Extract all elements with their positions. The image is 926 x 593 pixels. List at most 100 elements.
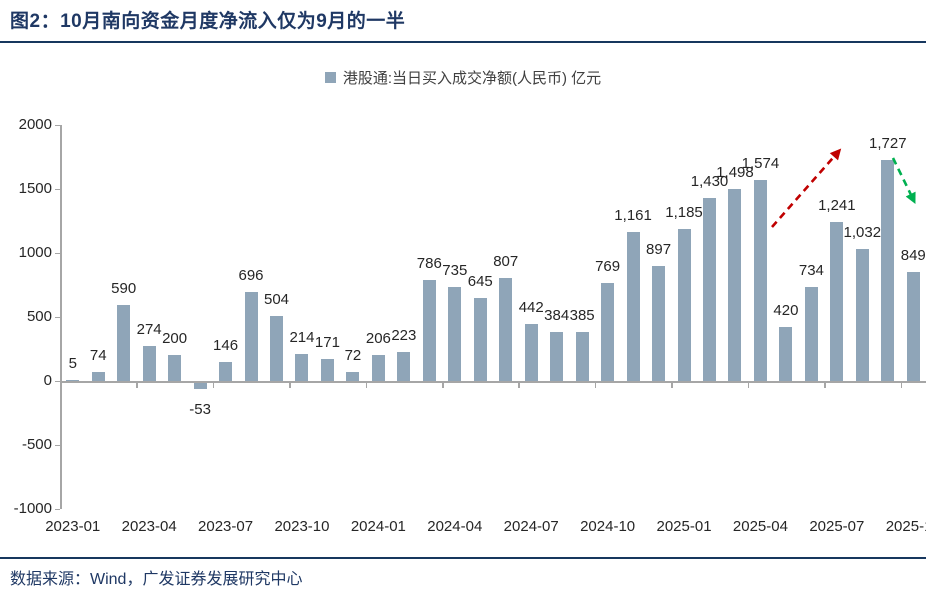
legend-series-label: 港股通:当日买入成交净额(人民币) 亿元 [342,69,602,87]
bar-value-label: 214 [289,328,315,346]
bar [371,354,385,381]
bar [66,380,80,381]
bar [270,316,283,381]
x-axis-tick-mark [289,382,291,388]
bar-value-label: 5 [68,355,77,372]
bar [219,362,233,381]
bar [422,280,436,381]
y-axis-tick-label: -500 [21,436,52,453]
bar [91,371,105,381]
x-axis-tick-label: 2023-07 [198,518,254,535]
y-axis-tick-label: 500 [26,308,52,325]
x-axis-tick-mark [518,382,520,388]
bar [855,248,869,381]
bar [168,355,182,381]
bar-value-label: 1,161 [614,207,652,225]
bar-value-label: 769 [595,257,621,275]
bar-value-label: 590 [111,280,137,298]
bar-value-label: 206 [365,329,391,347]
x-axis-tick-label: 2024-10 [580,518,636,535]
bar [804,287,818,381]
y-axis-tick-label: 1000 [18,244,52,261]
bar [728,189,742,381]
y-axis-line [60,125,62,509]
legend-series-marker-icon [324,71,336,83]
bar-value-label: 1,241 [818,197,856,215]
x-axis-tick-label: 2023-04 [121,518,177,535]
bar-value-label: 384 [544,306,570,324]
bar [703,197,716,381]
x-axis-tick-mark [594,382,597,388]
bar [575,331,589,381]
bar-value-label: 1,430 [690,172,729,190]
bar-value-label: 696 [238,266,264,284]
bar [626,232,640,381]
bar [830,222,844,381]
bar-value-label: 171 [314,334,340,352]
bar-value-label: -53 [189,400,211,418]
bar-value-label: 274 [136,320,162,338]
x-axis-tick-label: 2024-07 [503,518,559,535]
x-axis-tick-label: 2023-01 [45,518,101,535]
trend-arrow-up [771,148,842,228]
bar [779,327,793,381]
top-divider [0,41,926,43]
bar [550,331,564,381]
bar [244,291,258,381]
figure-title: 图2：10月南向资金月度净流入仅为9月的一半 [10,11,406,32]
trend-arrow-down [891,157,916,204]
bar-value-label: 645 [467,273,493,291]
x-axis-tick-label: 2024-01 [350,518,406,535]
zero-axis-line [60,381,926,383]
x-axis-tick-mark [824,382,826,388]
bar [397,352,411,381]
bar [652,266,666,381]
bar [295,353,309,381]
x-axis-tick-mark [900,382,903,388]
y-axis-tick-mark [55,188,60,190]
y-axis-tick-label: 2000 [18,116,52,133]
bar-value-label: 1,574 [741,154,780,172]
y-axis-tick-mark [55,380,60,382]
y-axis-tick-mark [55,124,60,126]
bar [753,179,767,381]
bar-value-label: 897 [646,241,672,259]
x-axis-tick-label: 2025-10 [885,518,926,535]
bar [142,345,156,381]
bar-value-label: 442 [518,299,544,317]
bar-value-label: 200 [162,330,188,348]
bar [524,324,538,381]
y-axis-tick-mark [55,508,60,510]
bar-value-label: 735 [442,261,468,279]
bar-value-label: 1,727 [869,134,907,152]
bottom-divider [0,557,926,559]
bar [906,272,920,381]
y-axis-tick-label: 0 [43,372,52,389]
x-axis-tick-mark [747,382,750,388]
y-axis-tick-label: 1500 [18,180,52,197]
x-axis-tick-mark [365,382,368,388]
bar-value-label: 1,185 [665,204,703,222]
bar [448,286,462,381]
bar [499,277,513,381]
x-axis-tick-mark [671,382,673,388]
bar-value-label: 734 [798,262,824,280]
bar-value-label: 1,032 [843,223,882,241]
bar [473,298,487,381]
bar [677,229,691,381]
x-axis-tick-label: 2025-07 [809,518,865,535]
source-note: 数据来源：Wind，广发证券发展研究中心 [10,571,303,588]
bar [601,282,615,381]
bar-value-label: 385 [569,306,595,324]
bar [346,371,360,381]
bar-value-label: 420 [773,302,799,320]
chart-legend: 港股通:当日买入成交净额(人民币) 亿元 [0,68,926,87]
bar-value-label: 74 [89,346,107,364]
bar-value-label: 807 [493,252,519,270]
bar-value-label: 146 [213,337,239,355]
y-axis-tick-mark [55,444,60,446]
bar-value-label: 72 [344,346,362,364]
y-axis-tick-mark [55,252,60,254]
x-axis-tick-label: 2025-04 [732,518,788,535]
